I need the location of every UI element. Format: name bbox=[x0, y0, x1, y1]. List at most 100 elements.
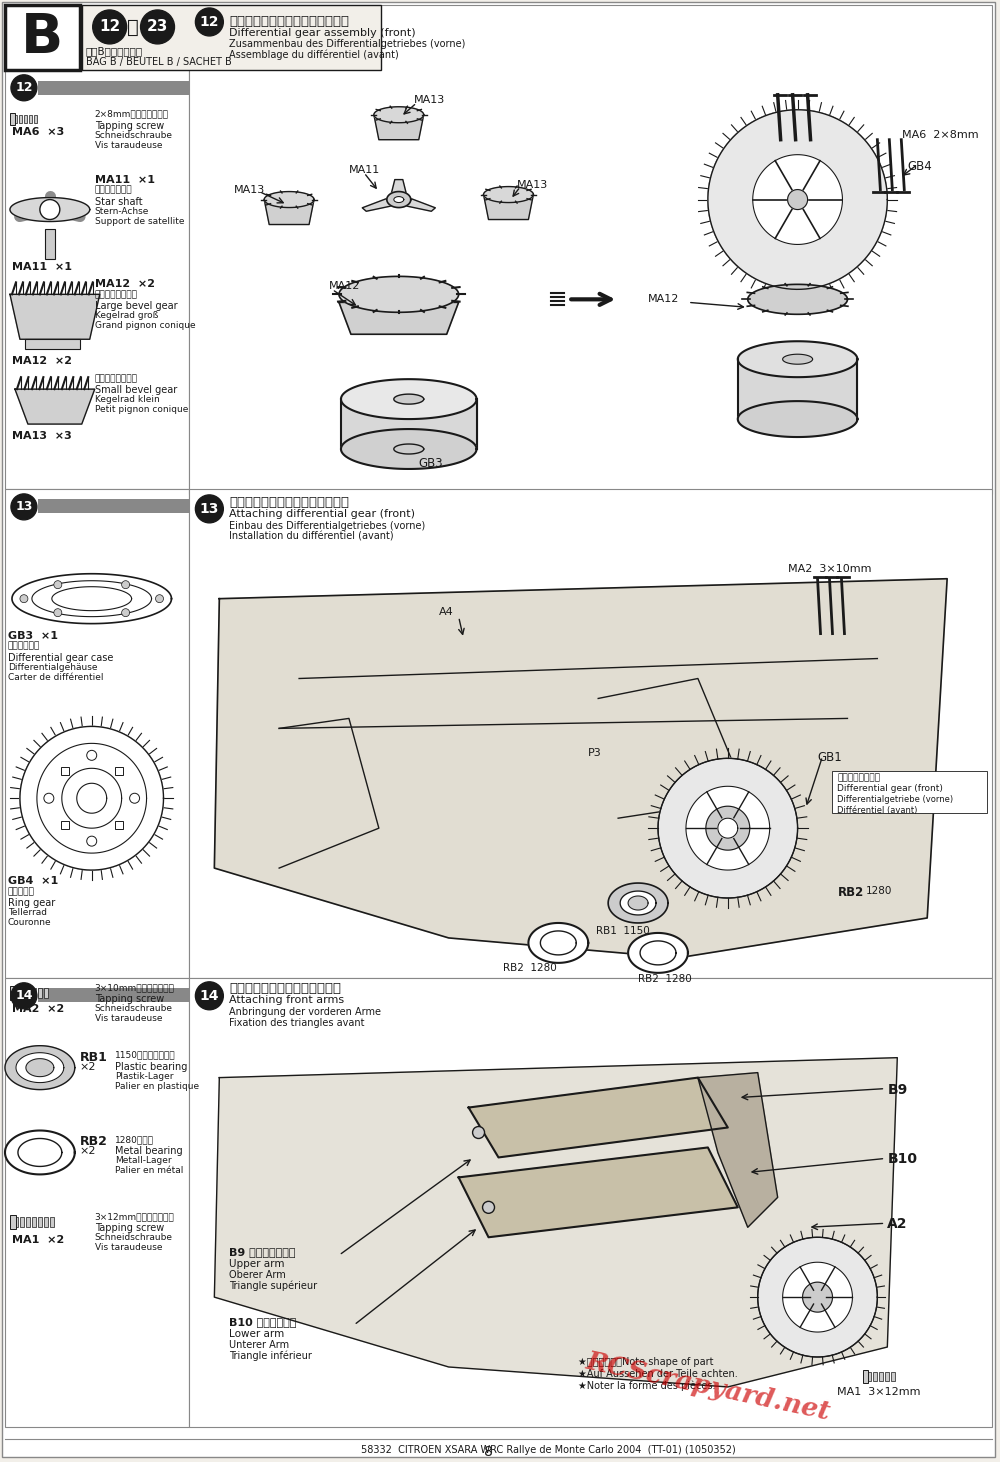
Text: B: B bbox=[21, 10, 63, 64]
Circle shape bbox=[195, 982, 223, 1010]
Text: MA11  ×1: MA11 ×1 bbox=[95, 174, 155, 184]
Text: BAG B / BEUTEL B / SACHET B: BAG B / BEUTEL B / SACHET B bbox=[86, 57, 231, 67]
Text: Small bevel gear: Small bevel gear bbox=[95, 385, 177, 395]
Text: P3: P3 bbox=[588, 749, 602, 759]
Bar bbox=[14, 1218, 18, 1227]
Polygon shape bbox=[62, 769, 122, 827]
Text: MA6  2×8mm: MA6 2×8mm bbox=[902, 130, 979, 140]
Text: Palier en plastique: Palier en plastique bbox=[115, 1082, 199, 1091]
Text: RB2: RB2 bbox=[837, 886, 864, 899]
Bar bbox=[38, 1218, 42, 1227]
Text: 3×12mmタッピングビス: 3×12mmタッピングビス bbox=[95, 1212, 174, 1221]
Text: Differentialgetriebe (vorne): Differentialgetriebe (vorne) bbox=[837, 795, 954, 804]
Circle shape bbox=[195, 496, 223, 523]
Text: Vis taraudeuse: Vis taraudeuse bbox=[95, 1013, 162, 1023]
Text: RB2  1280: RB2 1280 bbox=[638, 974, 692, 984]
Text: 13: 13 bbox=[200, 501, 219, 516]
Text: リングギヤ: リングギヤ bbox=[8, 887, 35, 896]
Bar bbox=[14, 988, 18, 997]
Text: B10: B10 bbox=[887, 1152, 917, 1167]
Polygon shape bbox=[264, 192, 314, 208]
Text: MA6  ×3: MA6 ×3 bbox=[12, 127, 64, 137]
Circle shape bbox=[483, 1202, 495, 1213]
Bar bbox=[24, 114, 27, 123]
Text: MA1  3×12mm: MA1 3×12mm bbox=[837, 1387, 921, 1396]
Polygon shape bbox=[698, 1073, 778, 1227]
Bar bbox=[5, 4, 80, 70]
Polygon shape bbox=[803, 1282, 832, 1311]
Text: 13: 13 bbox=[15, 500, 33, 513]
Circle shape bbox=[156, 595, 164, 602]
Circle shape bbox=[11, 982, 37, 1009]
Text: Fixation des triangles avant: Fixation des triangles avant bbox=[229, 1018, 365, 1028]
Text: 12: 12 bbox=[15, 82, 33, 95]
Polygon shape bbox=[628, 896, 648, 909]
Circle shape bbox=[44, 794, 54, 803]
Text: Couronne: Couronne bbox=[8, 918, 52, 927]
Text: Carter de différentiel: Carter de différentiel bbox=[8, 673, 103, 681]
Bar bbox=[5, 978, 189, 1427]
Bar bbox=[38, 499, 189, 513]
Text: Vis taraudeuse: Vis taraudeuse bbox=[95, 1243, 162, 1253]
Text: Upper arm: Upper arm bbox=[229, 1259, 285, 1269]
Polygon shape bbox=[459, 1148, 738, 1237]
Circle shape bbox=[473, 1127, 485, 1139]
Text: 〈フロントアームの取り付け〉: 〈フロントアームの取り付け〉 bbox=[229, 982, 341, 994]
Text: Star shaft: Star shaft bbox=[95, 196, 142, 206]
Polygon shape bbox=[758, 1237, 877, 1357]
Text: 8: 8 bbox=[484, 1444, 493, 1459]
Text: A4: A4 bbox=[439, 607, 453, 617]
Text: Support de satellite: Support de satellite bbox=[95, 216, 184, 225]
Bar bbox=[50, 1218, 54, 1227]
Bar bbox=[863, 1370, 868, 1383]
Bar bbox=[189, 978, 992, 1427]
Polygon shape bbox=[658, 759, 798, 898]
Text: MA1  ×2: MA1 ×2 bbox=[12, 1235, 64, 1246]
Text: Zusammenbau des Differentialgetriebes (vorne): Zusammenbau des Differentialgetriebes (v… bbox=[229, 39, 466, 48]
Circle shape bbox=[122, 608, 130, 617]
Text: Ring gear: Ring gear bbox=[8, 898, 55, 908]
Text: Anbringung der vorderen Arme: Anbringung der vorderen Arme bbox=[229, 1007, 381, 1016]
Polygon shape bbox=[77, 784, 107, 813]
Polygon shape bbox=[341, 428, 477, 469]
Text: 袋詰Bを使用します: 袋詰Bを使用します bbox=[86, 45, 143, 56]
Polygon shape bbox=[341, 379, 477, 420]
Text: Triangle inférieur: Triangle inférieur bbox=[229, 1349, 312, 1361]
Bar bbox=[5, 70, 189, 488]
Bar bbox=[5, 488, 189, 978]
Text: Attaching front arms: Attaching front arms bbox=[229, 994, 344, 1004]
Text: Schneidschraube: Schneidschraube bbox=[95, 1004, 173, 1013]
Polygon shape bbox=[37, 743, 147, 854]
Bar bbox=[19, 114, 22, 123]
Text: MA13: MA13 bbox=[234, 184, 266, 194]
Bar bbox=[38, 80, 189, 95]
Text: MA13: MA13 bbox=[516, 180, 548, 190]
Text: MA12  ×2: MA12 ×2 bbox=[95, 279, 155, 289]
Bar bbox=[61, 822, 69, 829]
Text: Metall-Lager: Metall-Lager bbox=[115, 1156, 171, 1165]
Text: ×2: ×2 bbox=[80, 1146, 96, 1156]
Text: Triangle supérieur: Triangle supérieur bbox=[229, 1281, 317, 1291]
Polygon shape bbox=[718, 819, 738, 838]
Text: ベベルギヤ（小）: ベベルギヤ（小） bbox=[95, 374, 138, 383]
Text: ★Noter la forme des pièces.: ★Noter la forme des pièces. bbox=[578, 1382, 716, 1392]
Bar bbox=[29, 114, 32, 123]
Text: Kegelrad klein: Kegelrad klein bbox=[95, 395, 159, 404]
Circle shape bbox=[11, 75, 37, 101]
Text: GB1: GB1 bbox=[818, 751, 842, 765]
Polygon shape bbox=[708, 110, 887, 289]
Bar bbox=[867, 1371, 871, 1382]
Text: Oberer Arm: Oberer Arm bbox=[229, 1270, 286, 1281]
Polygon shape bbox=[628, 933, 688, 972]
Polygon shape bbox=[620, 890, 656, 915]
Text: ★部品の形状をNote shape of part: ★部品の形状をNote shape of part bbox=[578, 1357, 714, 1367]
Polygon shape bbox=[362, 197, 396, 212]
Circle shape bbox=[54, 580, 62, 589]
Text: 23: 23 bbox=[147, 19, 168, 35]
Bar bbox=[10, 113, 15, 124]
Text: ★Auf Aussehen der Teile achten.: ★Auf Aussehen der Teile achten. bbox=[578, 1368, 738, 1379]
Text: 14: 14 bbox=[200, 988, 219, 1003]
Polygon shape bbox=[339, 303, 459, 335]
Polygon shape bbox=[214, 579, 947, 958]
Polygon shape bbox=[528, 923, 588, 963]
